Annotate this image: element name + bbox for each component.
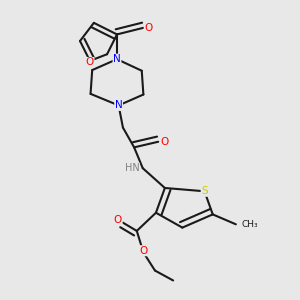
- Text: O: O: [144, 23, 152, 33]
- Text: O: O: [139, 246, 148, 256]
- Text: N: N: [113, 54, 121, 64]
- Text: O: O: [114, 215, 122, 225]
- Text: O: O: [160, 137, 168, 147]
- Text: N: N: [115, 100, 122, 110]
- Text: HN: HN: [125, 163, 140, 173]
- Text: S: S: [201, 186, 208, 196]
- Text: O: O: [86, 58, 94, 68]
- Text: CH₃: CH₃: [242, 220, 258, 229]
